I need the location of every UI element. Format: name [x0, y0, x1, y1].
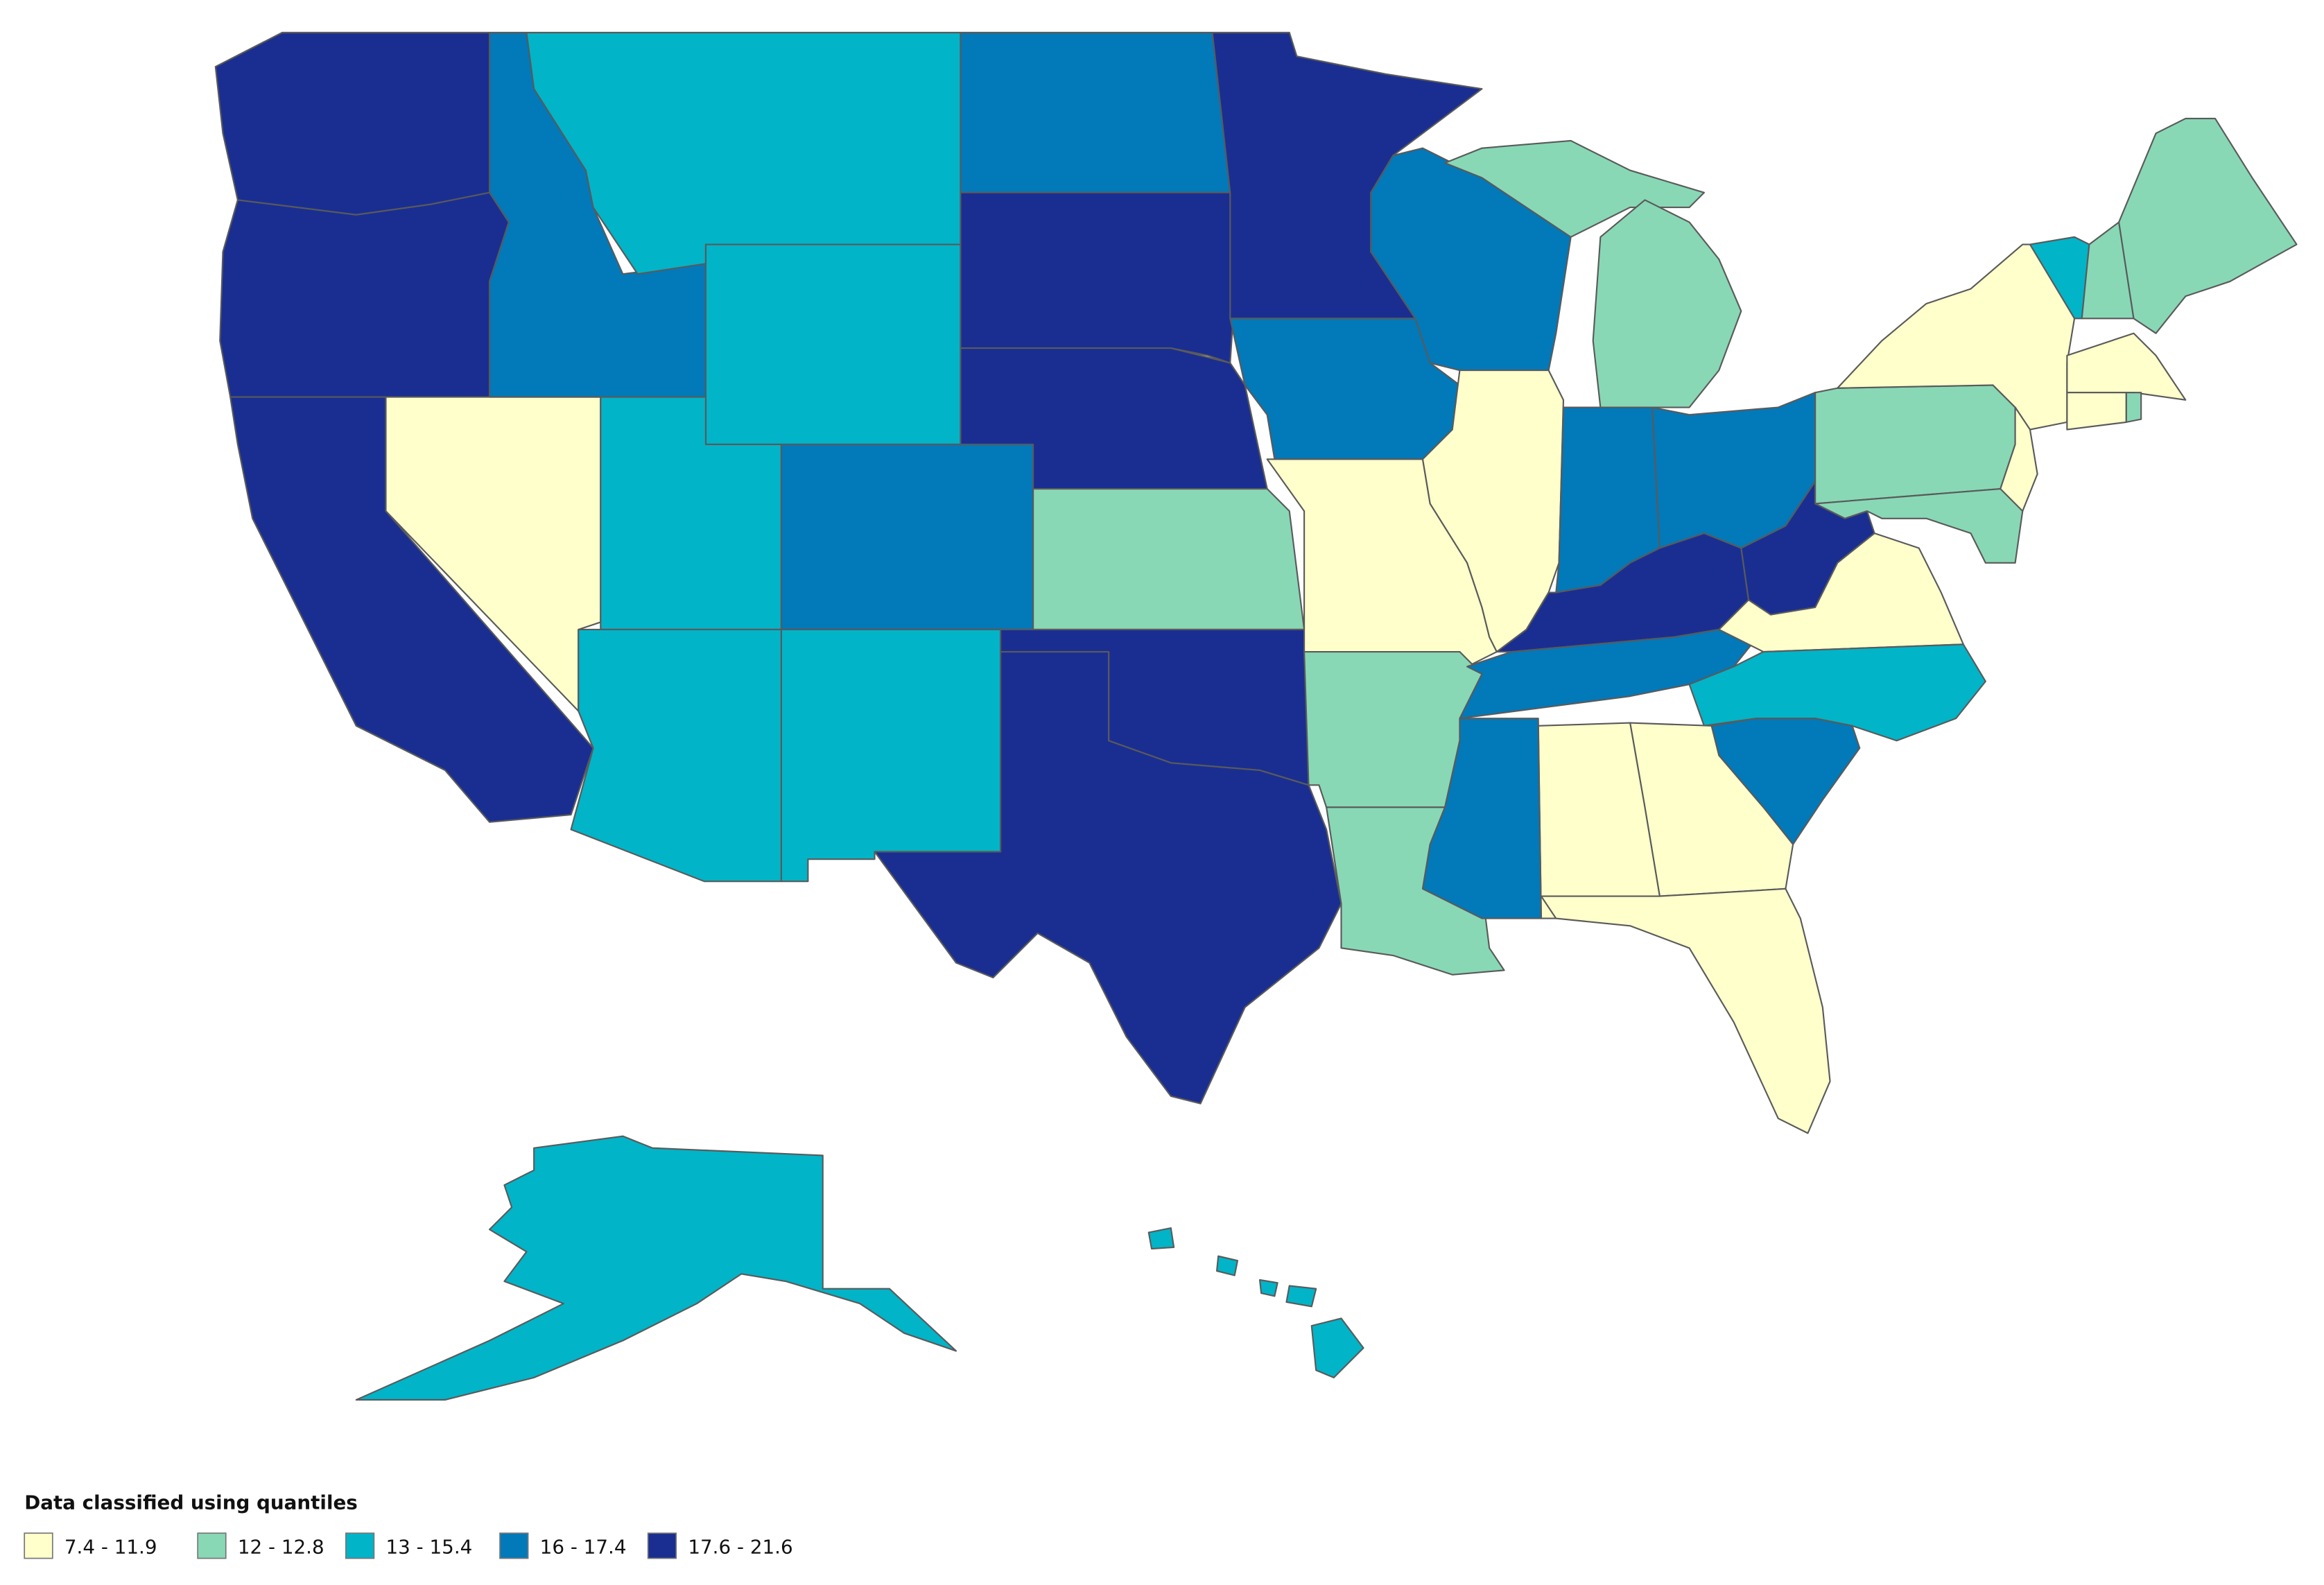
state: [1540, 887, 1831, 1134]
legend-swatch: [24, 1532, 53, 1559]
state: [219, 191, 510, 398]
state: [1258, 1279, 1278, 1297]
state: [570, 628, 783, 883]
state: [1032, 487, 1306, 631]
state: [2118, 117, 2298, 334]
state: [704, 243, 962, 446]
legend-title: Data classified using quantiles: [24, 1491, 358, 1514]
state: [355, 1135, 957, 1401]
legend-label: 16 - 17.4: [540, 1536, 627, 1559]
state: [1421, 718, 1542, 919]
legend-swatch: [345, 1532, 375, 1559]
legend-label: 17.6 - 21.6: [688, 1536, 792, 1559]
legend-label: 7.4 - 11.9: [64, 1536, 157, 1559]
state: [1814, 384, 2016, 505]
state: [874, 650, 1342, 1105]
state: [1443, 139, 1706, 238]
state-layer: [214, 31, 2298, 1401]
state: [960, 31, 1231, 193]
state: [2066, 392, 2127, 431]
state: [2125, 392, 2142, 423]
legend-swatch: [499, 1532, 529, 1559]
state: [1814, 487, 2024, 564]
state: [1215, 1255, 1239, 1276]
state: [1592, 199, 1742, 408]
legend-swatch: [197, 1532, 227, 1559]
state: [2066, 332, 2187, 401]
state: [1310, 1317, 1364, 1378]
legend-swatch: [647, 1532, 677, 1559]
state: [214, 31, 491, 216]
legend-label: 13 - 15.4: [386, 1536, 473, 1559]
state: [1285, 1285, 1317, 1308]
state: [780, 628, 1002, 883]
legend: Data classified using quantiles 7.4 - 11…: [24, 1491, 793, 1559]
state: [960, 191, 1234, 364]
legend-label: 12 - 12.8: [238, 1536, 324, 1559]
state: [780, 443, 1034, 631]
state: [1147, 1227, 1175, 1250]
